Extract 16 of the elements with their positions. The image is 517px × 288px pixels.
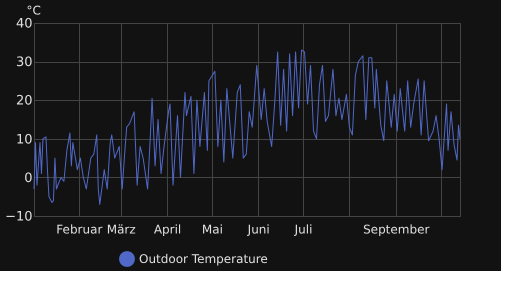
x-tick-label: April <box>154 222 182 236</box>
line-series <box>34 50 460 205</box>
x-tick-label: Juni <box>246 222 270 236</box>
y-tick-label: 40 <box>16 16 32 32</box>
y-tick-label: 0 <box>24 170 32 186</box>
legend-label: Outdoor Temperature <box>139 252 268 266</box>
x-tick-label: Februar <box>56 222 102 236</box>
y-tick-label: 30 <box>16 55 32 70</box>
y-tick-label: −10 <box>5 210 32 224</box>
x-tick-label: Mai <box>202 222 223 236</box>
y-tick-label: 20 <box>16 94 32 109</box>
y-tick-label: 10 <box>16 132 32 148</box>
x-tick-label: Juli <box>294 222 312 236</box>
x-tick-label: September <box>363 222 430 236</box>
x-tick-label: März <box>106 222 136 236</box>
y-axis-title: °C <box>26 4 41 18</box>
